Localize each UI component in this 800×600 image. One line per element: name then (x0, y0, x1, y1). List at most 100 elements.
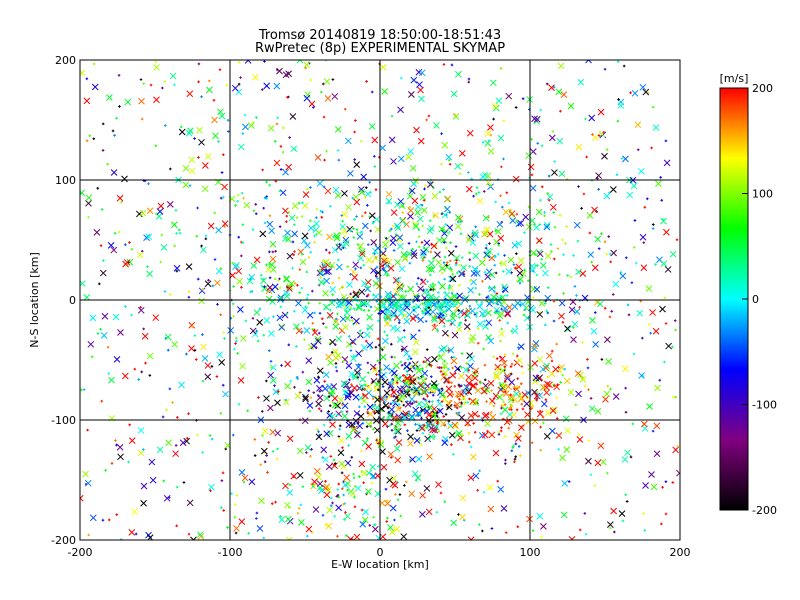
scatter-point (99, 269, 107, 277)
scatter-point (373, 216, 381, 223)
scatter-point (137, 378, 141, 381)
scatter-point (485, 296, 489, 299)
scatter-point (270, 366, 273, 369)
scatter-point (406, 358, 410, 361)
scatter-point (546, 352, 553, 360)
scatter-point (222, 509, 226, 512)
scatter-point (358, 460, 366, 468)
scatter-point (487, 505, 495, 513)
scatter-point (435, 428, 438, 431)
scatter-point (408, 386, 412, 389)
scatter-point (397, 106, 404, 114)
scatter-point (111, 129, 115, 133)
scatter-point (499, 339, 502, 343)
scatter-point (329, 387, 336, 395)
scatter-point (322, 115, 326, 119)
scatter-point (435, 259, 443, 266)
scatter-point (510, 271, 513, 274)
scatter-point (355, 322, 358, 326)
scatter-point (374, 275, 378, 278)
scatter-point (291, 266, 294, 270)
scatter-point (353, 317, 360, 325)
scatter-point (460, 366, 463, 369)
scatter-point (510, 449, 514, 453)
scatter-point (375, 534, 383, 540)
scatter-point (353, 485, 357, 488)
scatter-point (424, 399, 428, 403)
scatter-point (341, 356, 349, 363)
scatter-point (503, 254, 506, 257)
scatter-point (277, 279, 280, 282)
scatter-point (536, 250, 544, 258)
scatter-point (305, 270, 309, 274)
scatter-point (331, 401, 339, 409)
scatter-point (640, 264, 648, 272)
scatter-point (425, 348, 429, 351)
scatter-point (254, 212, 258, 216)
scatter-point (278, 277, 281, 281)
scatter-point (251, 120, 255, 124)
scatter-point (87, 215, 90, 219)
scatter-point (597, 108, 605, 116)
scatter-point (312, 391, 316, 394)
scatter-point (287, 210, 291, 214)
scatter-point (463, 383, 471, 391)
scatter-point (216, 351, 223, 359)
scatter-point (383, 310, 391, 318)
scatter-point (107, 241, 115, 249)
scatter-point (377, 388, 380, 392)
scatter-point (495, 97, 503, 105)
scatter-point (520, 365, 524, 368)
scatter-point (309, 250, 313, 254)
scatter-point (476, 489, 479, 492)
scatter-point (529, 184, 537, 192)
scatter-point (401, 204, 405, 208)
scatter-point (460, 264, 467, 271)
scatter-point (303, 61, 311, 69)
scatter-point (458, 263, 462, 267)
scatter-point (385, 397, 388, 401)
scatter-point (399, 514, 403, 518)
scatter-point (328, 316, 332, 319)
scatter-point (194, 358, 198, 361)
scatter-point (353, 410, 361, 417)
scatter-point (420, 377, 427, 384)
scatter-point (410, 252, 418, 260)
scatter-point (91, 83, 99, 91)
scatter-point (344, 314, 351, 322)
scatter-point (533, 252, 537, 256)
scatter-point (320, 317, 324, 321)
scatter-point (476, 197, 484, 205)
scatter-point (431, 393, 435, 397)
scatter-point (274, 399, 281, 407)
scatter-point (607, 235, 611, 238)
scatter-point (423, 407, 431, 415)
scatter-point (649, 309, 656, 316)
scatter-point (344, 534, 348, 537)
scatter-point (469, 279, 473, 282)
scatter-point (390, 158, 397, 165)
scatter-point (498, 319, 502, 322)
scatter-point (365, 80, 368, 83)
scatter-point (344, 512, 351, 520)
scatter-point (438, 346, 445, 354)
scatter-point (483, 363, 487, 367)
scatter-point (351, 319, 354, 322)
scatter-point (187, 295, 191, 299)
scatter-point (558, 299, 566, 307)
scatter-point (443, 359, 446, 363)
scatter-point (219, 313, 223, 317)
scatter-point (419, 193, 427, 201)
scatter-point (318, 301, 322, 305)
scatter-point (374, 345, 378, 349)
scatter-point (340, 214, 344, 217)
scatter-point (212, 132, 219, 140)
scatter-point (361, 469, 368, 477)
scatter-point (366, 341, 374, 349)
scatter-point (396, 498, 400, 502)
scatter-point (324, 326, 328, 329)
scatter-point (332, 323, 340, 330)
scatter-point (394, 401, 398, 404)
scatter-point (222, 153, 225, 156)
scatter-point (261, 427, 269, 435)
